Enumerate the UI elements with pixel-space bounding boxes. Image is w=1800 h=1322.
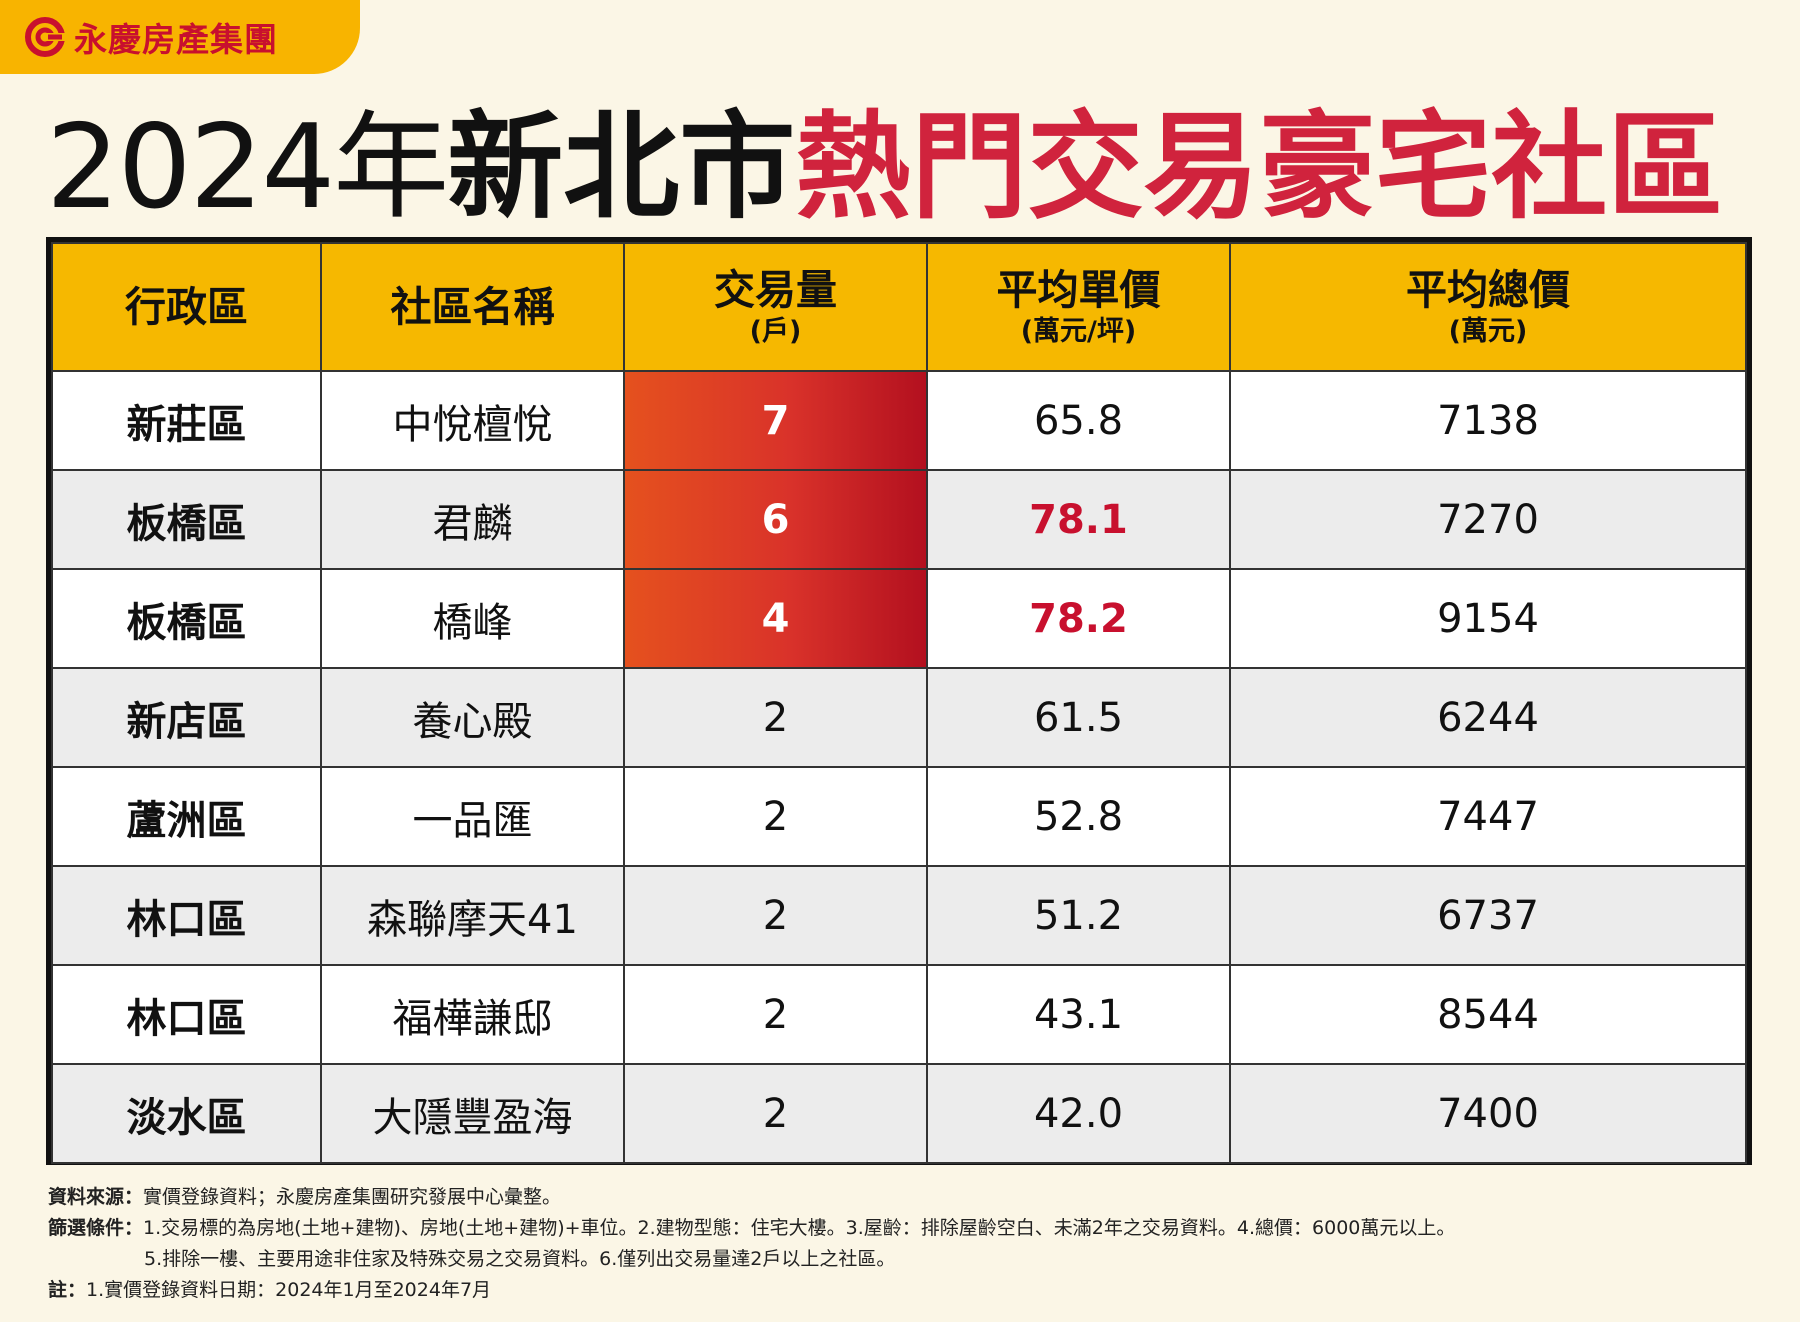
table-row: 板橋區 橋峰 4 78.2 9154: [51, 568, 1747, 669]
cell-community: 養心殿: [320, 667, 625, 768]
header-community: 社區名稱: [320, 242, 625, 372]
cell-district: 蘆洲區: [51, 766, 322, 867]
brand-circle-icon: [24, 16, 66, 58]
header-volume: 交易量 (戶): [623, 242, 928, 372]
cell-district: 林口區: [51, 865, 322, 966]
cell-total-price: 6737: [1229, 865, 1747, 966]
brand-name: 永慶房產集團: [74, 20, 278, 59]
cell-unit-price: 42.0: [926, 1063, 1231, 1164]
cell-unit-price: 61.5: [926, 667, 1231, 768]
header-unit-price: 平均單價 (萬元/坪): [926, 242, 1231, 372]
cell-unit-price: 78.1: [926, 469, 1231, 570]
cell-community: 君麟: [320, 469, 625, 570]
header-total-price: 平均總價 (萬元): [1229, 242, 1747, 372]
title-highlight: 熱門交易豪宅社區: [795, 100, 1724, 235]
cell-volume: 6: [623, 469, 928, 570]
cell-volume: 4: [623, 568, 928, 669]
cell-volume: 7: [623, 370, 928, 471]
cell-unit-price: 51.2: [926, 865, 1231, 966]
cell-volume: 2: [623, 667, 928, 768]
cell-district: 板橋區: [51, 469, 322, 570]
table-row: 板橋區 君麟 6 78.1 7270: [51, 469, 1747, 570]
cell-community: 森聯摩天41: [320, 865, 625, 966]
table-row: 林口區 福樺謙邸 2 43.1 8544: [51, 964, 1747, 1065]
title-city: 新北市: [447, 100, 796, 235]
cell-community: 橋峰: [320, 568, 625, 669]
cell-volume: 2: [623, 1063, 928, 1164]
cell-unit-price: 65.8: [926, 370, 1231, 471]
filter-line-2: 5.排除一樓、主要用途非住家及特殊交易之交易資料。6.僅列出交易量達2戶以上之社…: [144, 1248, 896, 1270]
source-label: 資料來源：: [48, 1186, 144, 1208]
brand-tab: 永慶房產集團: [0, 0, 360, 74]
title-year: 2024年: [46, 100, 449, 235]
table-row: 淡水區 大隱豐盈海 2 42.0 7400: [51, 1063, 1747, 1164]
footnotes: 資料來源： 實價登錄資料；永慶房產集團研究發展中心彙整。 篩選條件： 1.交易標…: [48, 1182, 1748, 1306]
cell-unit-price: 43.1: [926, 964, 1231, 1065]
page-title: 2024年 新北市 熱門交易豪宅社區: [46, 92, 1723, 235]
cell-district: 新莊區: [51, 370, 322, 471]
filter-line-1: 1.交易標的為房地(土地+建物)、房地(土地+建物)+車位。2.建物型態：住宅大…: [143, 1217, 1456, 1239]
cell-total-price: 8544: [1229, 964, 1747, 1065]
cell-volume: 2: [623, 766, 928, 867]
cell-district: 淡水區: [51, 1063, 322, 1164]
cell-total-price: 7447: [1229, 766, 1747, 867]
table-row: 新莊區 中悅檀悅 7 65.8 7138: [51, 370, 1747, 471]
cell-community: 一品匯: [320, 766, 625, 867]
cell-district: 新店區: [51, 667, 322, 768]
cell-district: 林口區: [51, 964, 322, 1065]
cell-district: 板橋區: [51, 568, 322, 669]
cell-total-price: 6244: [1229, 667, 1747, 768]
cell-unit-price: 78.2: [926, 568, 1231, 669]
source-text: 實價登錄資料；永慶房產集團研究發展中心彙整。: [143, 1186, 562, 1208]
cell-community: 中悅檀悅: [320, 370, 625, 471]
cell-community: 福樺謙邸: [320, 964, 625, 1065]
cell-volume: 2: [623, 865, 928, 966]
table-row: 蘆洲區 一品匯 2 52.8 7447: [51, 766, 1747, 867]
header-district: 行政區: [51, 242, 322, 372]
cell-total-price: 7400: [1229, 1063, 1747, 1164]
ranking-table: 行政區 社區名稱 交易量 (戶) 平均單價 (萬元/坪) 平均總價 (萬元): [46, 237, 1752, 1165]
cell-unit-price: 52.8: [926, 766, 1231, 867]
filter-label: 篩選條件：: [48, 1217, 144, 1239]
cell-volume: 2: [623, 964, 928, 1065]
cell-total-price: 9154: [1229, 568, 1747, 669]
note-text: 1.實價登錄資料日期：2024年1月至2024年7月: [86, 1279, 492, 1301]
table-header-row: 行政區 社區名稱 交易量 (戶) 平均單價 (萬元/坪) 平均總價 (萬元): [51, 242, 1747, 372]
cell-total-price: 7270: [1229, 469, 1747, 570]
cell-total-price: 7138: [1229, 370, 1747, 471]
table-row: 林口區 森聯摩天41 2 51.2 6737: [51, 865, 1747, 966]
cell-community: 大隱豐盈海: [320, 1063, 625, 1164]
table-row: 新店區 養心殿 2 61.5 6244: [51, 667, 1747, 768]
note-label: 註：: [48, 1279, 87, 1301]
